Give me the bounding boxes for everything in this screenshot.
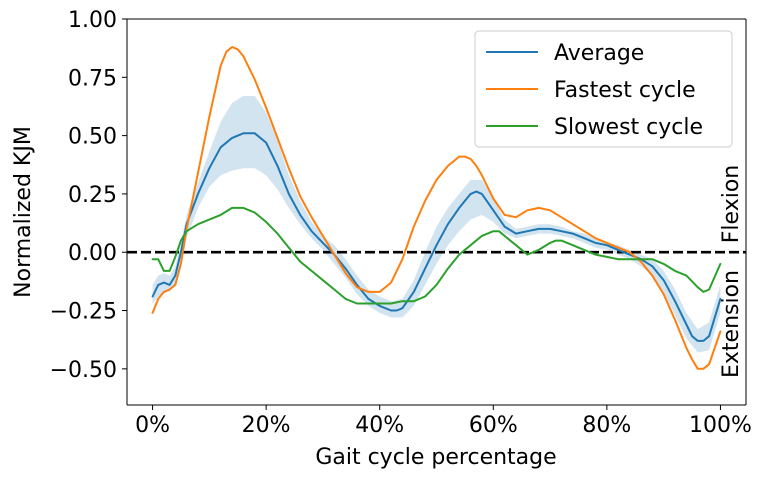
legend-label-slowest: Slowest cycle xyxy=(554,115,703,140)
x-tick-label: 100% xyxy=(689,413,752,438)
legend: Average Fastest cycle Slowest cycle xyxy=(474,30,733,148)
x-tick-label: 80% xyxy=(582,413,631,438)
axes-layer xyxy=(126,18,747,406)
x-tick-label: 20% xyxy=(242,413,291,438)
extension-label: Extension xyxy=(719,270,744,378)
series-line-fastest-cycle xyxy=(151,46,722,370)
y-tick-label: 0.25 xyxy=(68,183,117,208)
y-tick-label: 1.00 xyxy=(68,8,117,33)
x-tick-label: 0% xyxy=(135,413,170,438)
y-tick-label: −0.50 xyxy=(50,358,117,383)
y-tick-label: 0.75 xyxy=(68,66,117,91)
y-tick-label: 0.00 xyxy=(68,241,117,266)
legend-frame xyxy=(474,30,733,148)
series-line-slowest-cycle xyxy=(151,206,722,305)
series-layer xyxy=(151,46,722,370)
legend-label-average: Average xyxy=(554,41,644,66)
x-axis-title: Gait cycle percentage xyxy=(315,445,556,470)
y-tick-label: −0.25 xyxy=(50,300,117,325)
flexion-label: Flexion xyxy=(719,165,744,243)
x-tick-label: 40% xyxy=(355,413,404,438)
x-tick-label: 60% xyxy=(469,413,518,438)
ticks-layer: 0% 20% 40% 60% 80% 100% 1.00 0.75 0.50 0.25 0.00 −0… xyxy=(50,8,752,438)
legend-label-fastest: Fastest cycle xyxy=(554,78,696,103)
y-tick-label: 0.50 xyxy=(68,125,117,150)
y-axis-title: Normalized KJM xyxy=(11,126,36,298)
